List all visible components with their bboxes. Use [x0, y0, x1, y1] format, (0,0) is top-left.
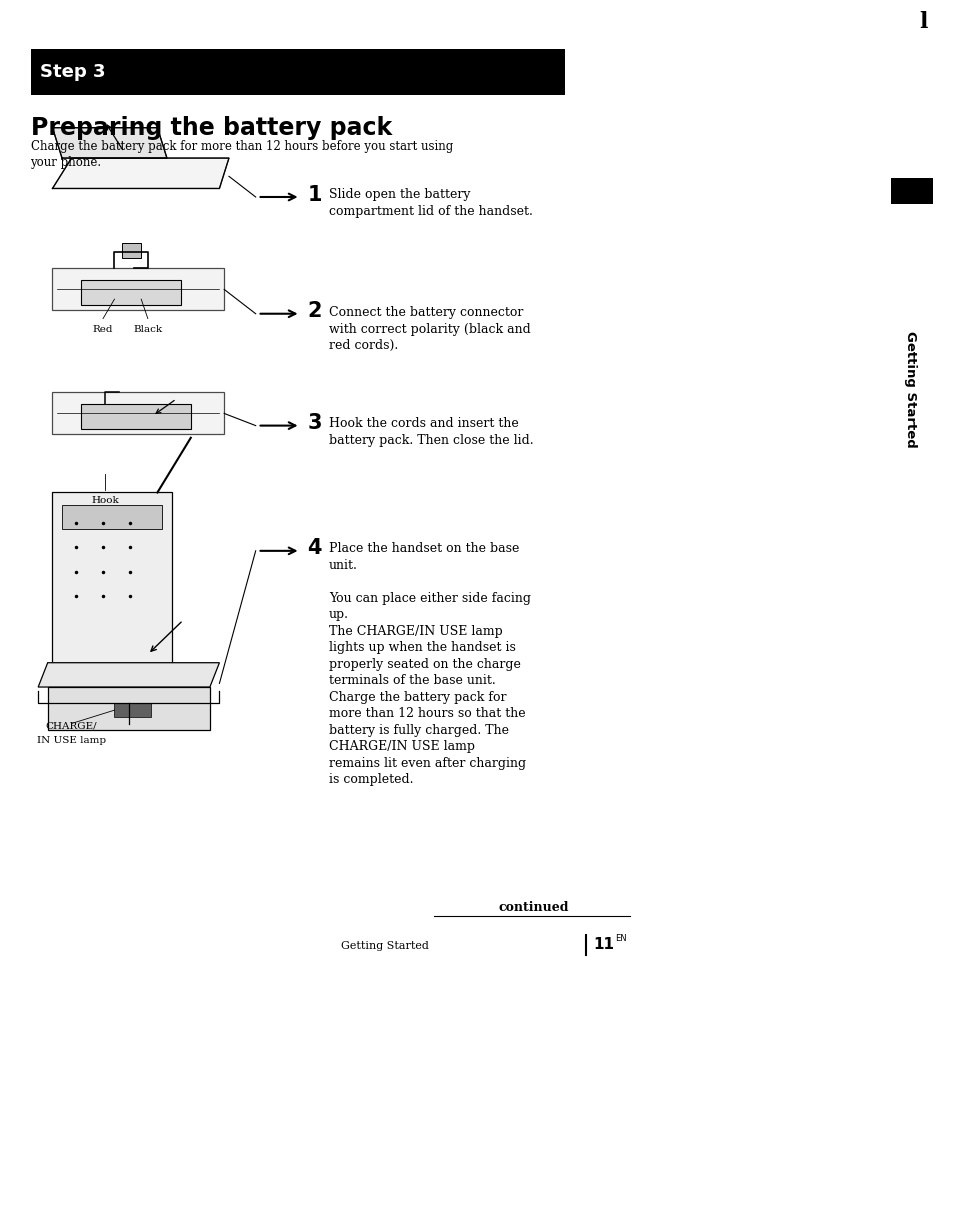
Text: Charge the battery pack for more than 12 hours before you start using
your phone: Charge the battery pack for more than 12… [30, 140, 453, 169]
Text: Black: Black [133, 325, 162, 333]
Polygon shape [38, 663, 219, 687]
Text: 3: 3 [307, 413, 321, 433]
Polygon shape [52, 392, 224, 434]
Polygon shape [81, 404, 191, 429]
Bar [62, 505, 162, 529]
Text: 1: 1 [307, 185, 321, 204]
Bar [890, 178, 932, 204]
Polygon shape [52, 158, 229, 188]
Text: continued: continued [498, 901, 569, 914]
Polygon shape [52, 268, 224, 310]
Polygon shape [52, 128, 167, 158]
Text: Step 3: Step 3 [40, 63, 106, 80]
Polygon shape [52, 492, 172, 663]
Text: l: l [919, 11, 926, 33]
Bar [30, 49, 564, 95]
Text: Place the handset on the base
unit.

You can place either side facing
up.
The CH: Place the handset on the base unit. You … [329, 542, 531, 787]
Polygon shape [122, 243, 141, 258]
Text: Slide open the battery
compartment lid of the handset.: Slide open the battery compartment lid o… [329, 188, 533, 218]
Text: 11: 11 [593, 938, 614, 952]
Text: IN USE lamp: IN USE lamp [37, 736, 106, 744]
Text: CHARGE/: CHARGE/ [46, 721, 97, 730]
Text: Hook: Hook [91, 496, 119, 505]
Text: EN: EN [615, 934, 626, 944]
Bar [114, 703, 151, 717]
Text: 4: 4 [307, 539, 321, 558]
Text: 2: 2 [307, 302, 321, 321]
Polygon shape [81, 280, 181, 305]
Text: Preparing the battery pack: Preparing the battery pack [30, 116, 392, 140]
Text: Connect the battery connector
with correct polarity (black and
red cords).: Connect the battery connector with corre… [329, 306, 530, 353]
Text: Red: Red [92, 325, 113, 333]
Text: Hook the cords and insert the
battery pack. Then close the lid.: Hook the cords and insert the battery pa… [329, 417, 533, 446]
Text: Getting Started: Getting Started [341, 941, 429, 951]
Polygon shape [48, 687, 210, 730]
Text: Getting Started: Getting Started [902, 331, 916, 447]
